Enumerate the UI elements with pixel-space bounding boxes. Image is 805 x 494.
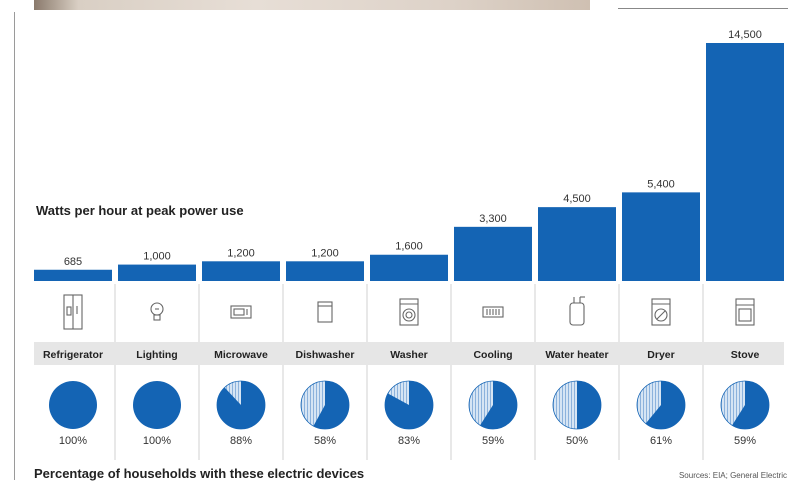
value-label-dryer: 5,400 (647, 178, 675, 190)
value-label-lighting: 1,000 (143, 251, 171, 263)
lightbulb-icon (150, 302, 164, 321)
pie-dishwasher (300, 380, 350, 430)
category-label-stove: Stove (731, 349, 760, 361)
air-conditioner-icon (482, 306, 504, 318)
value-label-washer: 1,600 (395, 241, 423, 253)
bar-lighting (118, 264, 196, 281)
left-rule (14, 12, 15, 480)
header-photo-strip (34, 0, 590, 10)
pie-percent-dishwasher: 58% (314, 435, 336, 447)
category-label-dryer: Dryer (647, 349, 674, 361)
bar-water-heater (538, 207, 616, 281)
refrigerator-icon (63, 294, 83, 330)
bar-refrigerator (34, 269, 112, 281)
bar-cooling (454, 226, 532, 281)
pie-percent-water-heater: 50% (566, 435, 588, 447)
pie-water-heater (552, 380, 602, 430)
pie-percent-lighting: 100% (143, 435, 171, 447)
pie-percent-microwave: 88% (230, 435, 252, 447)
category-label-dishwasher: Dishwasher (296, 349, 355, 361)
pie-cooling (468, 380, 518, 430)
pie-percent-washer: 83% (398, 435, 420, 447)
pie-percent-stove: 59% (734, 435, 756, 447)
pie-percent-dryer: 61% (650, 435, 672, 447)
bar-chart-title: Watts per hour at peak power use (36, 203, 244, 218)
bar-dryer (622, 192, 700, 281)
value-label-cooling: 3,300 (479, 213, 507, 225)
pie-percent-cooling: 59% (482, 435, 504, 447)
bar-dishwasher (286, 261, 364, 281)
value-label-stove: 14,500 (728, 29, 762, 41)
washer-icon (399, 298, 419, 326)
value-label-microwave: 1,200 (227, 247, 255, 259)
pie-section-title: Percentage of households with these elec… (34, 466, 365, 481)
value-label-water-heater: 4,500 (563, 193, 591, 205)
category-label-microwave: Microwave (214, 349, 268, 361)
stove-icon (735, 298, 755, 326)
category-name-band (34, 342, 784, 365)
microwave-icon (230, 305, 252, 319)
pie-stove (720, 380, 770, 430)
category-label-lighting: Lighting (136, 349, 177, 361)
pie-refrigerator (49, 381, 97, 429)
dryer-icon (651, 298, 671, 326)
dishwasher-icon (317, 301, 333, 323)
top-rule (618, 8, 788, 9)
source-note: Sources: EIA; General Electric (678, 471, 787, 480)
pie-microwave (216, 380, 266, 430)
pie-washer (384, 380, 434, 430)
pie-percent-refrigerator: 100% (59, 435, 87, 447)
water-heater-icon (569, 296, 585, 326)
value-label-dishwasher: 1,200 (311, 247, 339, 259)
category-label-washer: Washer (390, 349, 428, 361)
bar-microwave (202, 261, 280, 281)
category-label-refrigerator: Refrigerator (43, 349, 103, 361)
bar-washer (370, 254, 448, 281)
bar-stove (706, 43, 784, 281)
pie-dryer (636, 380, 686, 430)
category-label-water-heater: Water heater (545, 349, 608, 361)
value-label-refrigerator: 685 (64, 256, 82, 268)
category-label-cooling: Cooling (473, 349, 512, 361)
pie-lighting (133, 381, 181, 429)
